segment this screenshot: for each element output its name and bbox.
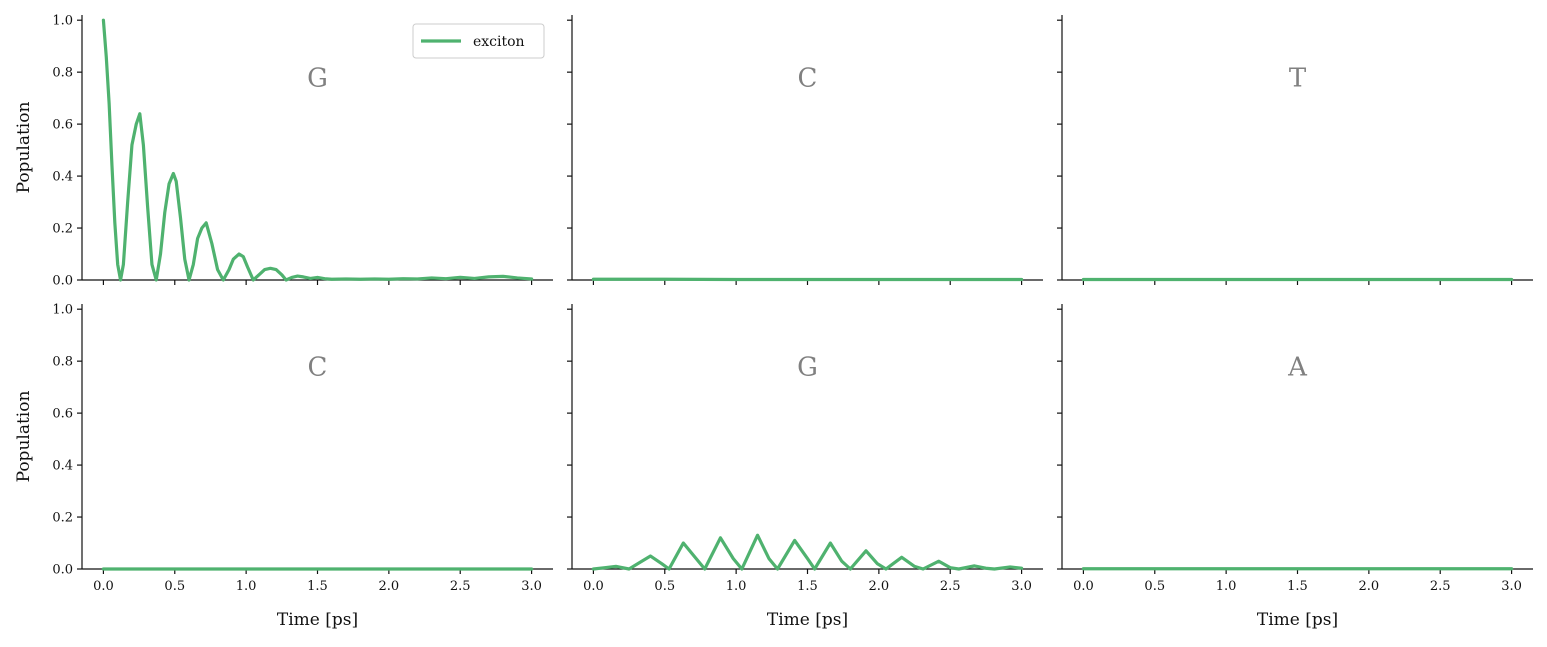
x-tick-label: 0.5 [1144,579,1165,594]
x-tick-label: 1.5 [797,579,818,594]
x-tick-label: 3.0 [1501,579,1522,594]
x-tick-label: 1.0 [236,579,257,594]
panel-3: T [1057,15,1533,285]
legend-label: exciton [473,34,525,50]
y-tick-label: 0.6 [52,118,73,133]
x-tick-label: 3.0 [521,579,542,594]
x-tick-label: 1.0 [1216,579,1237,594]
panel-title: G [797,352,818,382]
series-line-exciton [591,533,1024,571]
y-tick-label: 0.2 [52,511,73,526]
panel-title: T [1289,63,1307,93]
x-tick-label: 0.5 [164,579,185,594]
x-tick-label: 3.0 [1011,579,1032,594]
x-tick-label: 2.0 [869,579,890,594]
y-axis-label: Population [14,102,34,194]
x-tick-label: 1.5 [1287,579,1308,594]
y-tick-label: 1.0 [52,303,73,318]
x-tick-label: 2.0 [379,579,400,594]
x-tick-label: 2.5 [450,579,471,594]
series-line-exciton [101,18,534,282]
x-tick-label: 0.0 [1073,579,1094,594]
x-tick-label: 2.5 [1430,579,1451,594]
panel-title: A [1287,352,1308,382]
x-axis-label: Time [ps] [767,610,848,630]
y-tick-label: 0.2 [52,222,73,237]
y-tick-label: 0.6 [52,407,73,422]
y-tick-label: 1.0 [52,14,73,29]
x-tick-label: 0.0 [583,579,604,594]
legend-box [412,23,545,59]
panel-title: C [798,63,818,93]
y-tick-label: 0.4 [52,459,73,474]
panel-title: G [307,63,328,93]
y-tick-label: 0.0 [52,274,73,289]
x-axis-label: Time [ps] [1257,610,1338,630]
x-tick-label: 1.0 [726,579,747,594]
x-tick-label: 2.5 [940,579,961,594]
y-axis-label: Population [14,391,34,483]
panel-5: 0.0 0.5 1.0 1.5 2.0 2.5 3.0 Time [ps] G [567,304,1043,630]
panel-title: C [308,352,328,382]
x-tick-label: 0.0 [93,579,114,594]
x-axis-label: Time [ps] [277,610,358,630]
panel-4: 0.0 0.2 0.4 0.6 0.8 1.0 0.0 0.5 1.0 1.5 2.0 2.5 3.0 T… [14,303,553,630]
x-tick-label: 0.5 [654,579,675,594]
legend: exciton [412,23,545,59]
x-tick-label: 2.0 [1359,579,1380,594]
y-tick-label: 0.0 [52,563,73,578]
y-tick-label: 0.8 [52,66,73,81]
panel-2: C [567,15,1043,285]
y-tick-label: 0.4 [52,170,73,185]
y-tick-label: 0.8 [52,355,73,370]
panel-6: 0.0 0.5 1.0 1.5 2.0 2.5 3.0 Time [ps] A [1057,304,1533,630]
x-tick-label: 1.5 [307,579,328,594]
